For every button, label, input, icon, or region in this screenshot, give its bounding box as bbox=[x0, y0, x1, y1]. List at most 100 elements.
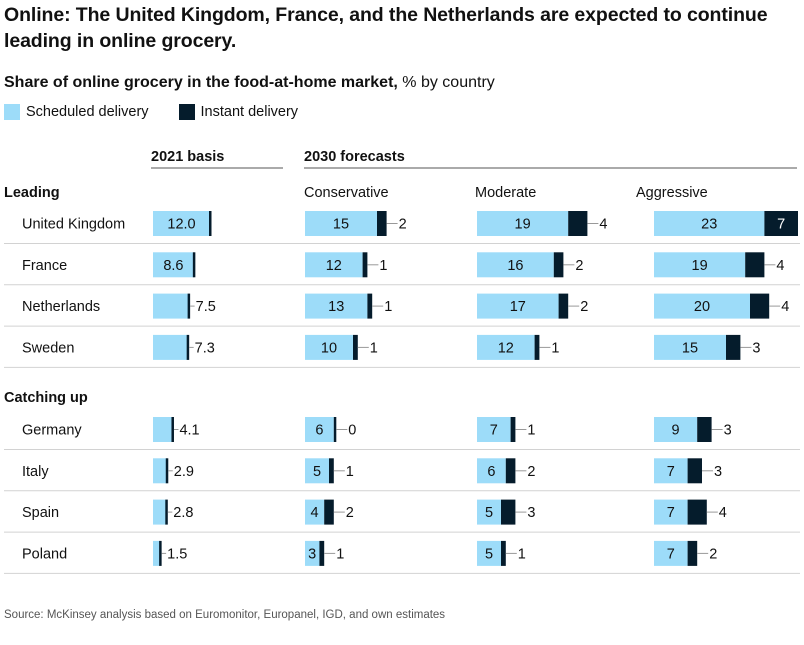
value-moderate-instant-poland: 1 bbox=[518, 546, 526, 562]
value-basis-united-kingdom: 12.0 bbox=[167, 217, 195, 233]
subtitle-bold: Share of online grocery in the food-at-h… bbox=[4, 74, 398, 91]
bar-conservative-scheduled-sweden bbox=[305, 334, 353, 360]
bar-conservative-scheduled-poland bbox=[305, 540, 320, 566]
chart-title: Online: The United Kingdom, France, and … bbox=[4, 4, 768, 52]
bar-aggressive-scheduled-poland bbox=[654, 540, 688, 566]
value-moderate-scheduled-poland: 5 bbox=[485, 546, 493, 562]
legend-label-instant: Instant delivery bbox=[200, 104, 299, 120]
row-label-sweden: Sweden bbox=[22, 340, 74, 356]
bar-aggressive-instant-france bbox=[745, 252, 765, 278]
bar-basis-spain bbox=[153, 499, 167, 525]
bar-basis-instant-marker-spain bbox=[165, 499, 168, 525]
value-moderate-instant-spain: 3 bbox=[527, 505, 535, 521]
value-aggressive-instant-sweden: 3 bbox=[752, 340, 760, 356]
chart-subtitle: Share of online grocery in the food-at-h… bbox=[4, 73, 495, 93]
legend-swatch-instant bbox=[178, 104, 195, 120]
legend-item-scheduled: Scheduled delivery bbox=[4, 103, 149, 121]
bar-moderate-scheduled-sweden bbox=[477, 334, 535, 360]
bar-moderate-instant-spain bbox=[501, 499, 516, 525]
bar-aggressive-scheduled-germany bbox=[654, 417, 698, 442]
bar-moderate-instant-poland bbox=[501, 540, 506, 566]
bar-aggressive-scheduled-netherlands bbox=[654, 293, 750, 319]
value-aggressive-instant-poland: 2 bbox=[709, 546, 717, 562]
value-conservative-scheduled-poland: 3 bbox=[308, 546, 316, 562]
bar-basis-poland bbox=[153, 540, 161, 566]
row-label-france: France bbox=[22, 258, 67, 274]
bar-moderate-scheduled-germany bbox=[477, 417, 511, 442]
value-conservative-scheduled-united-kingdom: 15 bbox=[333, 217, 349, 233]
bar-aggressive-scheduled-france bbox=[654, 252, 746, 278]
legend: Scheduled delivery Instant delivery bbox=[4, 103, 328, 121]
column-group-header-forecast: 2030 forecasts bbox=[304, 149, 405, 165]
row-label-united-kingdom: United Kingdom bbox=[22, 217, 125, 233]
bar-conservative-instant-germany bbox=[333, 417, 337, 442]
bar-conservative-scheduled-italy bbox=[305, 458, 329, 484]
bar-basis-sweden bbox=[153, 334, 188, 360]
bar-conservative-instant-italy bbox=[329, 458, 334, 484]
bar-aggressive-instant-poland bbox=[687, 540, 698, 566]
value-moderate-instant-germany: 1 bbox=[527, 423, 535, 439]
bar-moderate-scheduled-france bbox=[477, 252, 554, 278]
legend-swatch-scheduled bbox=[4, 104, 20, 120]
source-note: Source: McKinsey analysis based on Eurom… bbox=[4, 609, 446, 621]
value-aggressive-scheduled-italy: 7 bbox=[667, 464, 675, 480]
bar-conservative-instant-sweden bbox=[353, 334, 358, 360]
value-aggressive-instant-netherlands: 4 bbox=[781, 299, 789, 315]
bar-moderate-instant-germany bbox=[510, 417, 516, 442]
value-aggressive-scheduled-netherlands: 20 bbox=[694, 299, 710, 315]
value-aggressive-instant-germany: 3 bbox=[724, 423, 732, 439]
bar-basis-instant-marker-france bbox=[192, 252, 196, 278]
bar-aggressive-instant-united-kingdom bbox=[764, 211, 798, 236]
value-moderate-instant-sweden: 1 bbox=[551, 340, 559, 356]
value-moderate-scheduled-united-kingdom: 19 bbox=[515, 217, 531, 233]
value-conservative-instant-poland: 1 bbox=[336, 546, 344, 562]
value-basis-spain: 2.8 bbox=[173, 505, 193, 521]
bar-conservative-instant-france bbox=[362, 252, 368, 278]
value-conservative-scheduled-france: 12 bbox=[326, 258, 342, 274]
row-label-italy: Italy bbox=[22, 464, 49, 480]
legend-item-instant: Instant delivery bbox=[178, 103, 299, 121]
value-aggressive-instant-spain: 4 bbox=[719, 505, 727, 521]
bar-basis-instant-marker-netherlands bbox=[187, 293, 191, 319]
value-basis-netherlands: 7.5 bbox=[196, 299, 216, 315]
bar-aggressive-instant-italy bbox=[687, 458, 702, 484]
row-label-spain: Spain bbox=[22, 505, 59, 521]
bar-moderate-scheduled-netherlands bbox=[477, 293, 559, 319]
bar-aggressive-instant-germany bbox=[697, 417, 712, 442]
bar-moderate-instant-france bbox=[553, 252, 564, 278]
value-moderate-scheduled-spain: 5 bbox=[485, 505, 493, 521]
row-label-netherlands: Netherlands bbox=[22, 299, 100, 315]
group-label-catching-up: Catching up bbox=[4, 390, 88, 406]
value-moderate-instant-united-kingdom: 4 bbox=[599, 217, 607, 233]
row-label-poland: Poland bbox=[22, 546, 67, 562]
bar-basis-netherlands bbox=[153, 293, 189, 319]
bar-moderate-instant-united-kingdom bbox=[568, 211, 588, 236]
bar-basis-instant-marker-united-kingdom bbox=[209, 211, 212, 236]
value-basis-france: 8.6 bbox=[163, 258, 183, 274]
value-basis-italy: 2.9 bbox=[174, 464, 194, 480]
value-moderate-scheduled-germany: 7 bbox=[490, 423, 498, 439]
value-moderate-scheduled-italy: 6 bbox=[487, 464, 495, 480]
bar-moderate-scheduled-spain bbox=[477, 499, 501, 525]
subtitle-unit: % by country bbox=[397, 74, 495, 91]
bar-conservative-instant-united-kingdom bbox=[377, 211, 387, 236]
bar-conservative-scheduled-germany bbox=[305, 417, 334, 442]
group-label-leading: Leading bbox=[4, 185, 60, 201]
bar-moderate-scheduled-poland bbox=[477, 540, 501, 566]
value-conservative-instant-germany: 0 bbox=[348, 423, 356, 439]
value-moderate-instant-italy: 2 bbox=[527, 464, 535, 480]
value-conservative-scheduled-netherlands: 13 bbox=[328, 299, 344, 315]
bar-aggressive-scheduled-spain bbox=[654, 499, 688, 525]
value-conservative-scheduled-germany: 6 bbox=[315, 423, 323, 439]
value-moderate-instant-netherlands: 2 bbox=[580, 299, 588, 315]
row-label-germany: Germany bbox=[22, 423, 82, 439]
value-aggressive-scheduled-sweden: 15 bbox=[682, 340, 698, 356]
bar-basis-instant-marker-italy bbox=[165, 458, 169, 484]
bar-aggressive-scheduled-united-kingdom bbox=[654, 211, 765, 236]
column-header-conservative: Conservative bbox=[304, 185, 389, 201]
value-conservative-instant-netherlands: 1 bbox=[384, 299, 392, 315]
bar-moderate-instant-sweden bbox=[534, 334, 540, 360]
value-conservative-instant-sweden: 1 bbox=[370, 340, 378, 356]
value-aggressive-scheduled-germany: 9 bbox=[672, 423, 680, 439]
